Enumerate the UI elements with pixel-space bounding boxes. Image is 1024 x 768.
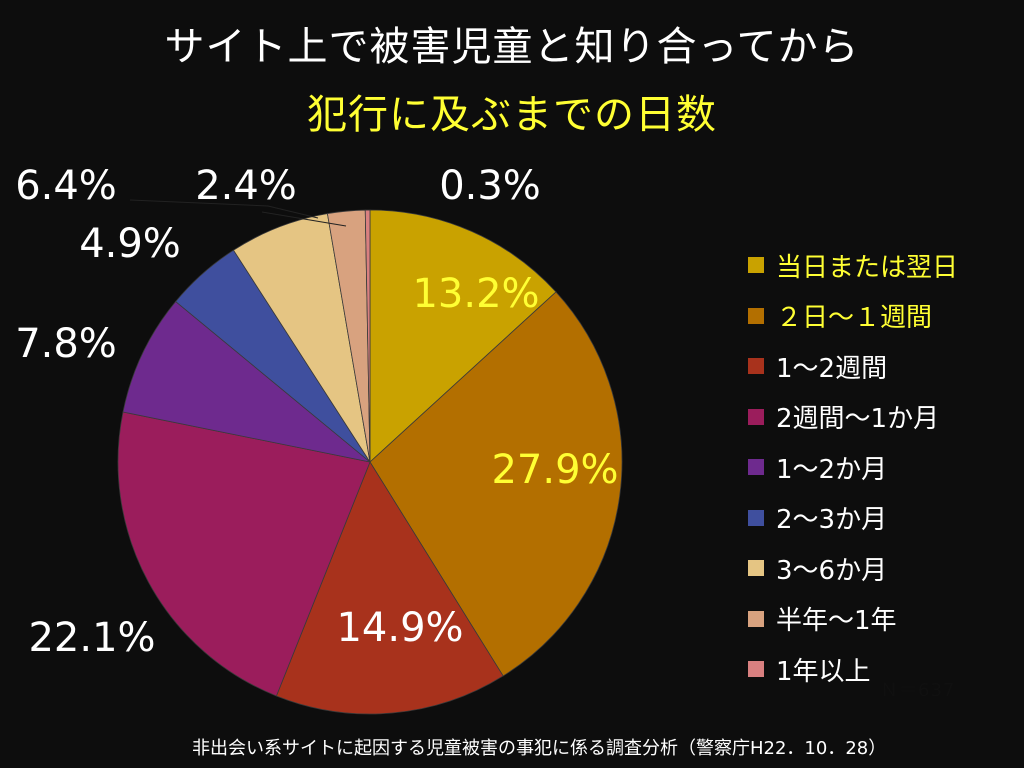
legend-item-1-2months: 1～2か月 <box>748 442 958 493</box>
legend-item-2weeks-1month: 2週間～1か月 <box>748 392 958 443</box>
legend-label: 2～3か月 <box>776 505 888 536</box>
legend-swatch <box>748 408 764 425</box>
data-label-5: 7.8% <box>15 321 117 367</box>
pie-slice-4 <box>117 411 371 697</box>
leader-line-2 <box>261 211 347 227</box>
legend-item-half-year-1year: 半年～1年 <box>748 594 958 645</box>
leader-line-1 <box>129 199 319 219</box>
legend-swatch <box>748 459 764 476</box>
pie-slice-3 <box>275 461 504 715</box>
legend-swatch <box>748 610 764 627</box>
data-label-6: 4.9% <box>79 221 181 267</box>
legend-swatch <box>748 560 764 577</box>
data-label-3: 14.9% <box>336 605 463 651</box>
data-label-7: 6.4% <box>15 163 117 209</box>
legend-label: 半年～1年 <box>776 606 897 637</box>
legend-label: 1～2週間 <box>776 353 888 384</box>
chart-title-line2: 犯行に及ぶまでの日数 <box>307 92 717 138</box>
pie-slice-5 <box>122 300 371 463</box>
legend-item-2days-1week: ２日～１週間 <box>748 291 958 342</box>
chart-title-line1: サイト上で被害児童と知り合ってから <box>164 24 860 70</box>
legend-swatch <box>748 358 764 375</box>
legend: 当日または翌日 ２日～１週間 1～2週間 2週間～1か月 1～2か月 2～3か月… <box>748 240 958 695</box>
legend-item-1-2weeks: 1～2週間 <box>748 341 958 392</box>
legend-swatch <box>748 661 764 678</box>
legend-label: 1年以上 <box>776 656 871 687</box>
pie-slice-1 <box>369 209 557 463</box>
legend-swatch <box>748 307 764 324</box>
data-label-8: 2.4% <box>195 163 297 209</box>
legend-label: ２日～１週間 <box>776 303 933 334</box>
legend-label: 3～6か月 <box>776 555 888 586</box>
source-note: 非出会い系サイトに起因する児童被害の事犯に係る調査分析（警察庁H22．10．28… <box>192 738 887 759</box>
legend-label: 1～2か月 <box>776 454 888 485</box>
legend-item-same-or-next-day: 当日または翌日 <box>748 240 958 291</box>
legend-label: 2週間～1か月 <box>776 404 940 435</box>
legend-item-2-3months: 2～3か月 <box>748 493 958 544</box>
legend-swatch <box>748 257 764 274</box>
legend-item-over-1year: 1年以上 <box>748 644 958 695</box>
data-label-2: 27.9% <box>491 447 618 493</box>
pie-slice-2 <box>369 291 623 677</box>
legend-item-3-6months: 3～6か月 <box>748 543 958 594</box>
pie-slice-9 <box>364 209 371 463</box>
data-label-4: 22.1% <box>28 615 155 661</box>
data-label-1: 13.2% <box>412 271 539 317</box>
sample-size-label: Ｎ＝637 <box>880 680 956 701</box>
data-label-9: 0.3% <box>439 163 541 209</box>
legend-swatch <box>748 509 764 526</box>
legend-label: 当日または翌日 <box>776 252 959 283</box>
